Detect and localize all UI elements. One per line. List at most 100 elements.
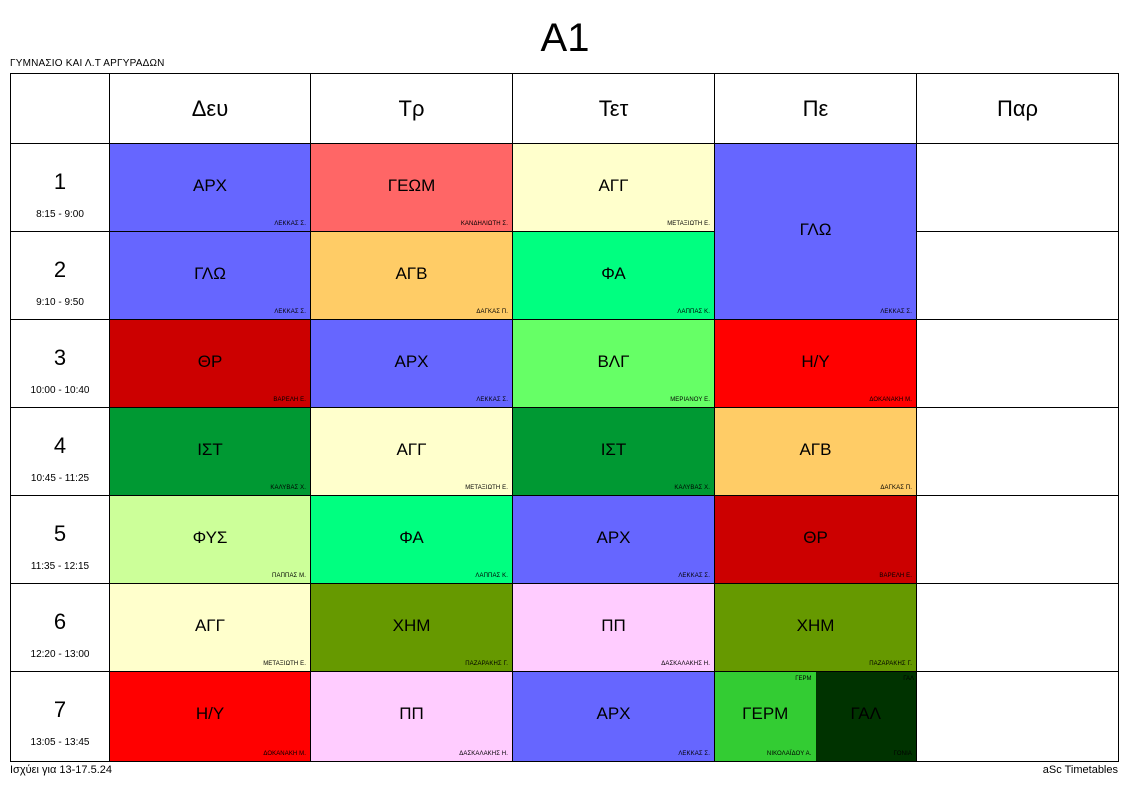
lesson-subject: ΙΣΤ [600,440,627,459]
lesson-subject: ΓΕΩΜ [387,176,436,195]
lesson-teacher: ΠΑΖΑΡΑΚΗΣ Γ. [869,661,912,667]
empty-slot[interactable] [916,407,1119,496]
lesson-teacher: ΜΕΤΑΞΙΩΤΗ Ε. [465,485,508,491]
lesson-subject: ΓΑΛ [850,704,882,723]
lesson-teacher: ΚΑΛΥΒΑΣ Χ. [674,485,710,491]
period-number: 1 [53,169,67,194]
day-header: Δευ [109,73,311,144]
lesson-cell[interactable]: ΑΓΒ ΔΑΓΚΑΣ Π. [714,407,917,496]
empty-slot[interactable] [916,319,1119,408]
lesson-teacher: ΠΑΠΠΑΣ Μ. [272,573,306,579]
period-number: 5 [53,521,67,546]
lesson-cell[interactable]: ΠΠ ΔΑΣΚΑΛΑΚΗΣ Η. [310,671,513,762]
lesson-cell[interactable]: ΑΓΓ ΜΕΤΑΞΙΩΤΗ Ε. [512,143,715,232]
lesson-cell[interactable]: ΧΗΜ ΠΑΖΑΡΑΚΗΣ Γ. [714,583,917,672]
lesson-teacher: ΛΑΠΠΑΣ Κ. [677,309,710,315]
lesson-teacher: ΛΑΠΠΑΣ Κ. [475,573,508,579]
lesson-group-label: ΓΑΛ [903,676,914,682]
lesson-teacher: ΜΕΤΑΞΙΩΤΗ Ε. [263,661,306,667]
lesson-subject: ΘΡ [803,528,828,547]
lesson-group-label: ΓΕΡΜ [795,676,812,682]
lesson-subject: ΠΠ [399,704,424,723]
lesson-group-part[interactable]: ΓΕΡΜ ΓΕΡΜ ΝΙΚΟΛΑΪΔΟΥ Α. [715,672,816,761]
lesson-subject: ΧΗΜ [796,616,835,635]
lesson-subject: ΑΓΒ [395,264,428,283]
empty-slot[interactable] [916,495,1119,584]
empty-slot[interactable] [916,671,1119,762]
lesson-cell[interactable]: ΑΡΧ ΛΕΚΚΑΣ Σ. [512,671,715,762]
lesson-teacher: ΔΟΚΑΝΑΚΗ Μ. [263,751,306,757]
lesson-subject: ΑΡΧ [596,528,631,547]
lesson-subject: ΓΛΩ [799,220,832,239]
lesson-subject: ΓΛΩ [194,264,226,283]
lesson-teacher: ΝΙΚΟΛΑΪΔΟΥ Α. [766,751,812,757]
lesson-teacher: ΔΟΚΑΝΑΚΗ Μ. [869,397,912,403]
lesson-subject: ΑΓΓ [598,176,629,195]
period-header: 3 10:00 - 10:40 [10,319,110,408]
lesson-teacher: ΔΑΓΚΑΣ Π. [476,309,508,315]
lesson-cell[interactable]: ΓΛΩ ΛΕΚΚΑΣ Σ. [109,231,311,320]
lesson-subject: ΑΓΓ [396,440,427,459]
lesson-cell[interactable]: ΑΡΧ ΛΕΚΚΑΣ Σ. [512,495,715,584]
period-time: 9:10 - 9:50 [36,297,84,308]
lesson-teacher: ΛΕΚΚΑΣ Σ. [274,221,306,227]
lesson-teacher: ΔΑΓΚΑΣ Π. [880,485,912,491]
lesson-teacher: ΜΕΤΑΞΙΩΤΗ Ε. [667,221,710,227]
lesson-teacher: ΛΕΚΚΑΣ Σ. [678,751,710,757]
lesson-subject: ΓΕΡΜ [742,704,789,723]
period-time: 12:20 - 13:00 [30,649,90,660]
period-number: 3 [53,345,67,370]
lesson-subject: ΑΡΧ [596,704,631,723]
lesson-teacher: ΛΕΚΚΑΣ Σ. [476,397,508,403]
lesson-group-part[interactable]: ΓΑΛ ΓΑΛ ΓΟΝΙΑ [815,672,916,761]
lesson-cell[interactable]: ΑΡΧ ΛΕΚΚΑΣ Σ. [310,319,513,408]
period-header: 7 13:05 - 13:45 [10,671,110,762]
lesson-cell[interactable]: ΑΓΓ ΜΕΤΑΞΙΩΤΗ Ε. [310,407,513,496]
period-time: 10:45 - 11:25 [30,473,90,484]
lesson-cell[interactable]: ΓΛΩ ΛΕΚΚΑΣ Σ. [714,143,917,320]
empty-slot[interactable] [916,143,1119,232]
lesson-subject: Η/Υ [801,352,830,371]
lesson-cell[interactable]: ΠΠ ΔΑΣΚΑΛΑΚΗΣ Η. [512,583,715,672]
lesson-subject: ΑΓΓ [194,616,226,635]
lesson-cell[interactable]: ΧΗΜ ΠΑΖΑΡΑΚΗΣ Γ. [310,583,513,672]
lesson-cell[interactable]: ΑΓΓ ΜΕΤΑΞΙΩΤΗ Ε. [109,583,311,672]
day-header: Πε [714,73,917,144]
lesson-cell[interactable]: ΦΑ ΛΑΠΠΑΣ Κ. [512,231,715,320]
lesson-teacher: ΓΟΝΙΑ [893,751,912,757]
lesson-cell[interactable]: ΙΣΤ ΚΑΛΥΒΑΣ Χ. [109,407,311,496]
lesson-teacher: ΒΑΡΕΛΗ Ε. [879,573,912,579]
period-time: 13:05 - 13:45 [30,737,90,748]
lesson-cell[interactable]: ΓΕΩΜ ΚΑΝΔΗΛΙΩΤΗ Σ. [310,143,513,232]
lesson-subject: ΑΡΧ [394,352,429,371]
lesson-subject: ΦΥΣ [192,528,228,547]
lesson-subject: ΑΡΧ [192,176,228,195]
lesson-cell[interactable]: ΑΓΒ ΔΑΓΚΑΣ Π. [310,231,513,320]
period-header: 2 9:10 - 9:50 [10,231,110,320]
lesson-cell[interactable]: ΘΡ ΒΑΡΕΛΗ Ε. [714,495,917,584]
lesson-cell[interactable]: ΒΛΓ ΜΕΡΙΑΝΟΥ Ε. [512,319,715,408]
period-time: 10:00 - 10:40 [30,385,90,396]
brand-label: aSc Timetables [1042,764,1118,776]
lesson-teacher: ΒΑΡΕΛΗ Ε. [273,397,306,403]
period-header: 4 10:45 - 11:25 [10,407,110,496]
lesson-cell[interactable]: Η/Υ ΔΟΚΑΝΑΚΗ Μ. [109,671,311,762]
lesson-teacher: ΛΕΚΚΑΣ Σ. [678,573,710,579]
day-header: Τρ [310,73,513,144]
lesson-cell[interactable]: ΙΣΤ ΚΑΛΥΒΑΣ Χ. [512,407,715,496]
empty-slot[interactable] [916,231,1119,320]
split-lesson-cell[interactable]: ΓΕΡΜ ΓΕΡΜ ΝΙΚΟΛΑΪΔΟΥ Α. ΓΑΛ ΓΑΛ ΓΟΝΙΑ [714,671,917,762]
lesson-subject: ΒΛΓ [597,352,630,371]
lesson-subject: ΦΑ [601,264,626,283]
lesson-cell[interactable]: ΦΑ ΛΑΠΠΑΣ Κ. [310,495,513,584]
lesson-cell[interactable]: ΘΡ ΒΑΡΕΛΗ Ε. [109,319,311,408]
lesson-cell[interactable]: ΦΥΣ ΠΑΠΠΑΣ Μ. [109,495,311,584]
lesson-subject: ΧΗΜ [392,616,431,635]
lesson-subject: ΦΑ [399,528,424,547]
school-name: ΓΥΜΝΑΣΙΟ ΚΑΙ Λ.Τ ΑΡΓΥΡΑΔΩΝ [10,58,165,69]
validity-note: Ισχύει για 13-17.5.24 [10,764,112,776]
lesson-subject: ΑΓΒ [799,440,832,459]
lesson-cell[interactable]: ΑΡΧ ΛΕΚΚΑΣ Σ. [109,143,311,232]
empty-slot[interactable] [916,583,1119,672]
lesson-cell[interactable]: Η/Υ ΔΟΚΑΝΑΚΗ Μ. [714,319,917,408]
